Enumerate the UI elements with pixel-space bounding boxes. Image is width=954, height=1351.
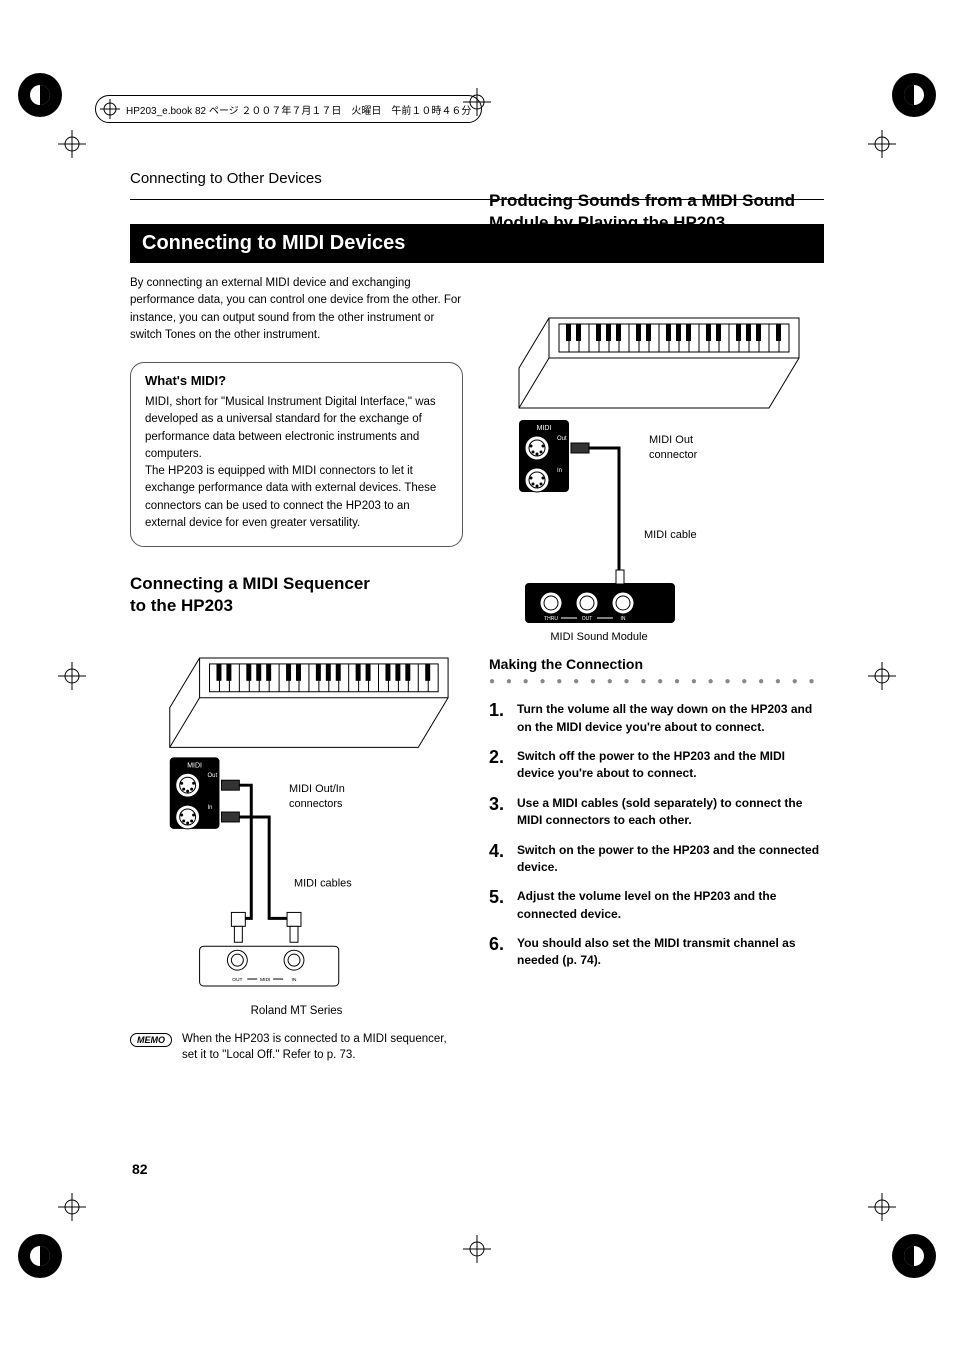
- registration-mark: [58, 1193, 86, 1221]
- step-text: Turn the volume all the way down on the …: [517, 701, 824, 736]
- step-3: 3. Use a MIDI cables (sold separately) to…: [489, 795, 824, 830]
- crop-mark-br: [889, 1231, 939, 1281]
- registration-mark: [58, 130, 86, 158]
- svg-text:IN: IN: [621, 616, 626, 622]
- steps-list: 1. Turn the volume all the way down on th…: [489, 701, 824, 970]
- step-text: Switch on the power to the HP203 and the…: [517, 842, 824, 877]
- source-file-header: HP203_e.book 82 ページ ２００７年７月１７日 火曜日 午前１０時…: [95, 95, 482, 123]
- svg-text:IN: IN: [292, 977, 297, 983]
- svg-text:MIDI: MIDI: [537, 425, 552, 432]
- registration-mark: [868, 1193, 896, 1221]
- svg-text:In: In: [557, 468, 562, 474]
- step-1: 1. Turn the volume all the way down on th…: [489, 701, 824, 736]
- callout-text-2: The HP203 is equipped with MIDI connecto…: [145, 463, 448, 532]
- step-num: 3.: [489, 795, 505, 813]
- registration-mark: [868, 130, 896, 158]
- registration-mark: [868, 662, 896, 690]
- left-subheading: Connecting a MIDI Sequencer to the HP203: [130, 573, 463, 617]
- step-5: 5. Adjust the volume level on the HP203 a…: [489, 888, 824, 923]
- svg-text:OUT: OUT: [232, 977, 243, 983]
- svg-text:connectors: connectors: [289, 798, 343, 810]
- svg-text:MIDI: MIDI: [260, 977, 271, 983]
- page-number: 82: [132, 1161, 148, 1177]
- step-6: 6. You should also set the MIDI transmit …: [489, 935, 824, 970]
- step-2: 2. Switch off the power to the HP203 and …: [489, 748, 824, 783]
- diagram-left-caption: Roland MT Series: [130, 1005, 463, 1017]
- intro-paragraph: By connecting an external MIDI device an…: [130, 275, 465, 344]
- page-content: Connecting to Other Devices Connecting t…: [130, 170, 824, 1063]
- crop-mark-bl: [15, 1231, 65, 1281]
- svg-text:MIDI cable: MIDI cable: [644, 529, 697, 541]
- svg-text:MIDI: MIDI: [187, 762, 202, 769]
- memo-text: When the HP203 is connected to a MIDI se…: [182, 1031, 463, 1063]
- registration-mark: [58, 662, 86, 690]
- step-num: 6.: [489, 935, 505, 953]
- svg-text:THRU: THRU: [544, 616, 558, 622]
- svg-text:connector: connector: [649, 449, 698, 461]
- step-num: 2.: [489, 748, 505, 766]
- memo-badge: MEMO: [130, 1033, 172, 1047]
- memo-row: MEMO When the HP203 is connected to a MI…: [130, 1031, 463, 1063]
- right-subheading-l2: Module by Playing the HP203: [489, 212, 824, 234]
- step-4: 4. Switch on the power to the HP203 and t…: [489, 842, 824, 877]
- diagram-sequencer: MIDI Out In: [130, 637, 463, 997]
- svg-text:MIDI: MIDI: [582, 624, 593, 630]
- step-num: 1.: [489, 701, 505, 719]
- step-text: Switch off the power to the HP203 and th…: [517, 748, 824, 783]
- svg-text:Out: Out: [208, 773, 218, 779]
- making-connection-title: Making the Connection: [489, 656, 824, 672]
- right-column: Producing Sounds from a MIDI Sound Modul…: [489, 362, 824, 1063]
- left-subheading-l2: to the HP203: [130, 595, 463, 617]
- left-subheading-l1: Connecting a MIDI Sequencer: [130, 573, 463, 595]
- crop-mark-tl: [15, 70, 65, 120]
- callout-title: What's MIDI?: [145, 373, 448, 388]
- svg-text:MIDI cables: MIDI cables: [294, 878, 352, 890]
- callout-whats-midi: What's MIDI? MIDI, short for "Musical In…: [130, 362, 463, 547]
- callout-text-1: MIDI, short for "Musical Instrument Digi…: [145, 394, 448, 463]
- svg-text:In: In: [208, 805, 213, 811]
- svg-text:MIDI Sound Module: MIDI Sound Module: [550, 631, 647, 643]
- registration-mark: [463, 1235, 491, 1263]
- step-text: Adjust the volume level on the HP203 and…: [517, 888, 824, 923]
- svg-text:MIDI Out: MIDI Out: [649, 434, 693, 446]
- svg-text:OUT: OUT: [582, 616, 593, 622]
- step-text: You should also set the MIDI transmit ch…: [517, 935, 824, 970]
- step-text: Use a MIDI cables (sold separately) to c…: [517, 795, 824, 830]
- svg-text:Out: Out: [557, 436, 567, 442]
- svg-text:MIDI Out/In: MIDI Out/In: [289, 783, 345, 795]
- right-subheading: Producing Sounds from a MIDI Sound Modul…: [489, 190, 824, 234]
- diagram-sound-module: MIDI Out In: [489, 308, 824, 648]
- step-num: 5.: [489, 888, 505, 906]
- source-file-text: HP203_e.book 82 ページ ２００７年７月１７日 火曜日 午前１０時…: [126, 102, 471, 117]
- right-subheading-l1: Producing Sounds from a MIDI Sound: [489, 190, 824, 212]
- crop-mark-tr: [889, 70, 939, 120]
- left-column: What's MIDI? MIDI, short for "Musical In…: [130, 362, 463, 1063]
- step-num: 4.: [489, 842, 505, 860]
- chapter-header: Connecting to Other Devices: [130, 170, 824, 187]
- dots-separator: ● ● ● ● ● ● ● ● ● ● ● ● ● ● ● ● ● ● ● ● …: [489, 676, 824, 687]
